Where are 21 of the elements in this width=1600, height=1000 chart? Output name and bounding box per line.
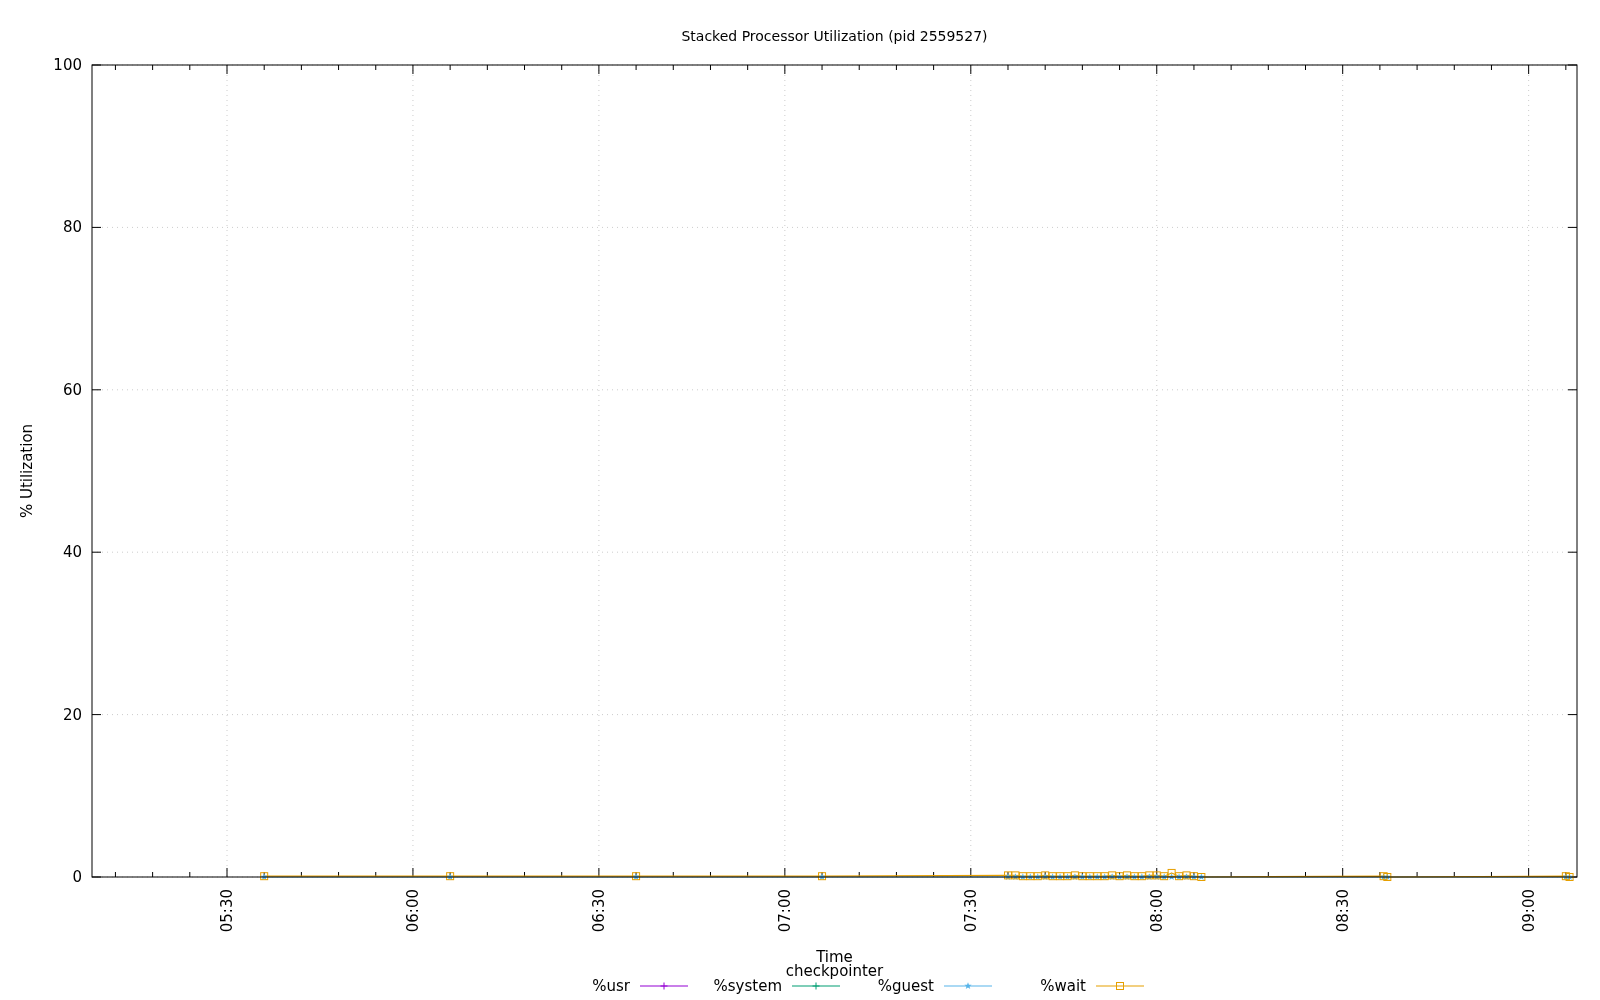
legend-label: %usr [592, 977, 631, 995]
y-tick-label: 100 [53, 56, 82, 74]
x-tick-label: 08:00 [1147, 889, 1166, 933]
y-tick-label: 20 [62, 705, 82, 724]
x-tick-label: 07:30 [961, 889, 980, 933]
x-tick-label: 05:30 [218, 889, 236, 933]
y-tick-label: 80 [62, 218, 82, 237]
legend-label: %system [713, 977, 782, 995]
y-axis-title: % Utilization [18, 423, 36, 519]
y-tick-label: 0 [72, 868, 82, 886]
x-tick-label: 09:00 [1519, 889, 1538, 933]
x-tick-label: 06:00 [403, 889, 422, 933]
chart-title: Stacked Processor Utilization (pid 2559527) [681, 28, 988, 44]
y-tick-label: 40 [62, 543, 82, 562]
y-tick-label: 60 [62, 380, 82, 399]
legend-title: checkpointer [785, 962, 885, 980]
x-tick-label: 06:30 [589, 889, 608, 933]
legend-label: %wait [1040, 977, 1087, 995]
legend-label: %guest [877, 977, 935, 995]
x-tick-label: 08:30 [1333, 889, 1352, 933]
x-tick-label: 07:00 [775, 889, 794, 933]
